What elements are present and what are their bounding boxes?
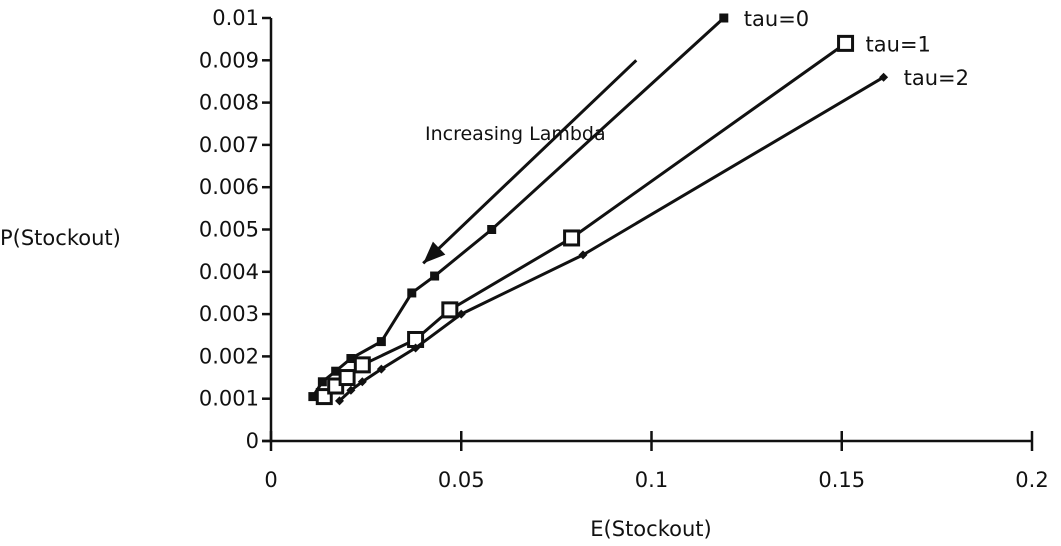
annotation-text: Increasing Lambda <box>425 123 606 145</box>
data-point <box>837 34 855 52</box>
data-point <box>563 229 581 247</box>
y-tick-label: 0.005 <box>199 218 259 242</box>
data-point <box>317 377 327 387</box>
data-point <box>411 343 421 353</box>
y-axis-title: P(Stockout) <box>0 226 121 250</box>
data-point <box>338 369 356 387</box>
y-tick-label: 0.009 <box>199 48 259 72</box>
data-point <box>487 225 497 234</box>
data-point <box>331 366 341 376</box>
annotation: Increasing Lambda <box>422 59 638 265</box>
data-point <box>456 309 466 319</box>
data-point <box>407 288 417 298</box>
series-label: tau=0 <box>744 7 809 31</box>
data-point <box>357 377 367 387</box>
data-point <box>308 392 318 402</box>
x-tick-label: 0.1 <box>635 468 668 492</box>
data-point <box>334 396 344 406</box>
y-tick-label: 0.003 <box>199 302 259 326</box>
data-point <box>353 356 371 374</box>
x-tick-label: 0.2 <box>1015 468 1048 492</box>
series-label: tau=2 <box>904 66 969 90</box>
y-tick-label: 0.002 <box>199 344 259 368</box>
data-point <box>346 354 356 364</box>
series-line <box>338 75 885 402</box>
data-point <box>578 250 588 260</box>
x-axis: 0 0.05 0.1 0.15 0.2 <box>262 431 1049 492</box>
annotation-arrow-line <box>422 59 638 265</box>
y-tick-label: 0.008 <box>199 91 259 115</box>
y-tick-label: 0.004 <box>199 260 259 284</box>
series-label: tau=1 <box>866 32 931 56</box>
series-line <box>323 42 847 398</box>
y-tick-label: 0.001 <box>199 387 259 411</box>
y-ticks: 0 0.001 0.002 0.003 0.004 0.005 0.006 0.007 0.00… <box>199 6 271 453</box>
data-point <box>376 337 386 347</box>
data-point <box>879 72 889 82</box>
y-tick-label: 0.006 <box>199 175 259 199</box>
series-layer: tau=0 tau=1 tau=2 <box>308 7 969 406</box>
y-axis: 0 0.001 0.002 0.003 0.004 0.005 0.006 0.007 0.00… <box>199 6 273 453</box>
x-ticks: 0 0.05 0.1 0.15 0.2 <box>264 431 1049 492</box>
series-tau=2: tau=2 <box>334 66 969 406</box>
data-point <box>441 301 459 319</box>
y-tick-label: 0.01 <box>212 6 259 30</box>
data-point <box>346 385 356 395</box>
x-tick-label: 0.15 <box>818 468 865 492</box>
data-point <box>376 364 386 374</box>
y-tick-label: 0.007 <box>199 133 259 157</box>
data-point <box>719 13 729 23</box>
x-axis-title: E(Stockout) <box>590 517 711 541</box>
x-tick-label: 0 <box>264 468 277 492</box>
x-tick-label: 0.05 <box>438 468 485 492</box>
y-tick-label: 0 <box>246 429 259 453</box>
series-tau=0: tau=0 <box>308 7 809 402</box>
data-point <box>430 271 440 281</box>
annotation-arrow-head <box>423 241 446 264</box>
series-tau=1: tau=1 <box>315 32 931 406</box>
